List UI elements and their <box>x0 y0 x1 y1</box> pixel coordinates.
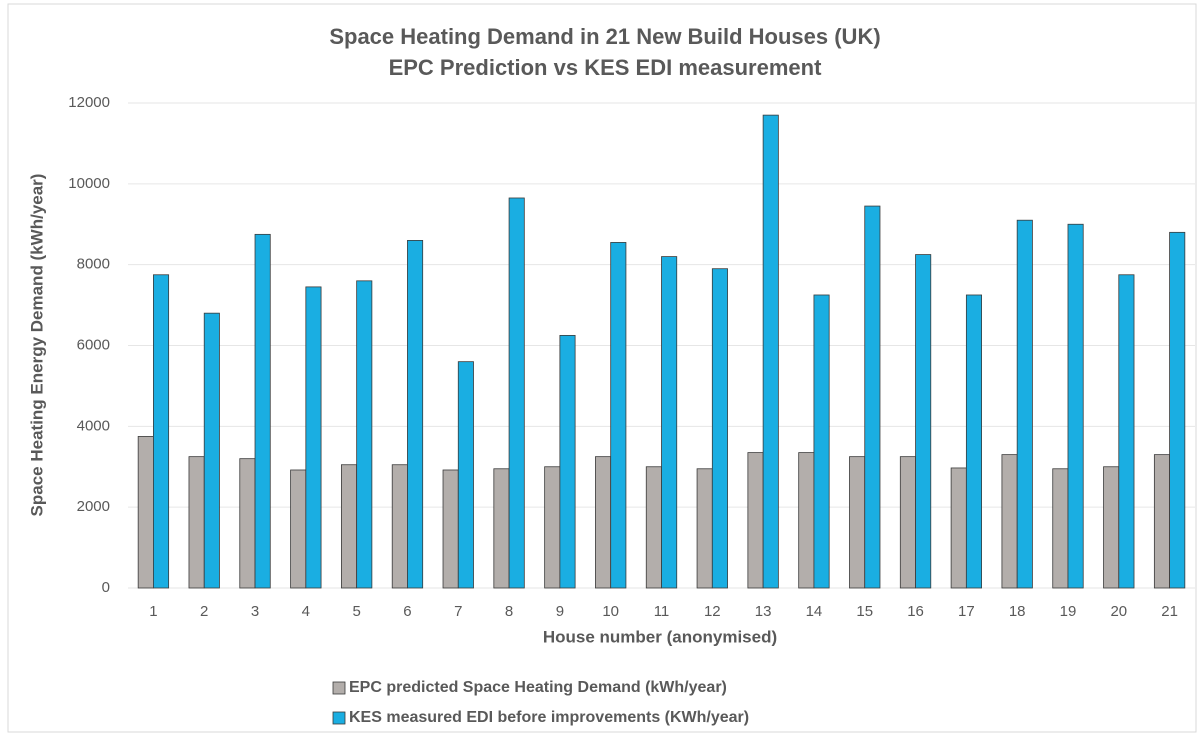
bar <box>442 469 459 589</box>
y-tick-label: 12000 <box>68 94 110 111</box>
bar <box>254 233 271 589</box>
y-tick-label: 0 <box>102 579 110 596</box>
bar <box>153 274 170 589</box>
y-axis-title: Space Heating Energy Demand (kWh/year) <box>27 174 46 517</box>
chart-subtitle: EPC Prediction vs KES EDI measurement <box>389 55 822 80</box>
bar <box>661 256 678 589</box>
x-tick-label: 12 <box>704 603 721 620</box>
bar <box>137 436 154 589</box>
bar <box>950 467 967 589</box>
bar <box>1118 274 1135 589</box>
legend-swatch <box>332 711 346 725</box>
legend-swatch <box>332 681 346 695</box>
bar <box>762 114 779 589</box>
x-tick-label: 17 <box>958 603 975 620</box>
x-tick-label: 13 <box>755 603 772 620</box>
x-tick-label: 2 <box>200 603 208 620</box>
bar <box>391 464 408 589</box>
bar <box>559 334 576 589</box>
x-tick-label: 15 <box>856 603 873 620</box>
bar <box>1016 219 1033 589</box>
bar <box>1103 466 1120 589</box>
x-tick-label: 11 <box>654 603 670 620</box>
x-tick-label: 16 <box>907 603 924 620</box>
x-tick-label: 1 <box>149 603 157 620</box>
bar <box>305 286 322 589</box>
legend-label: EPC predicted Space Heating Demand (kWh/… <box>349 679 727 696</box>
x-tick-label: 8 <box>505 603 513 620</box>
chart-title: Space Heating Demand in 21 New Build Hou… <box>329 24 880 49</box>
bar <box>696 468 713 589</box>
bar <box>610 242 627 589</box>
bar <box>899 456 916 589</box>
bar <box>1052 468 1069 589</box>
bar <box>340 464 358 589</box>
bar <box>188 456 205 589</box>
y-tick-label: 6000 <box>77 336 110 353</box>
y-tick-label: 2000 <box>77 498 110 515</box>
bar <box>407 240 424 589</box>
bar <box>1001 454 1018 589</box>
x-tick-label: 3 <box>251 603 259 620</box>
bar <box>798 452 815 589</box>
bar <box>544 466 561 589</box>
y-tick-label: 8000 <box>77 256 110 273</box>
x-tick-label: 18 <box>1009 603 1026 620</box>
bar <box>356 280 373 589</box>
x-tick-label: 6 <box>403 603 411 620</box>
bar <box>645 466 662 589</box>
x-axis-title: House number (anonymised) <box>543 627 777 646</box>
x-tick-label: 14 <box>806 603 823 620</box>
bar <box>864 205 881 589</box>
bar <box>239 458 256 589</box>
bar <box>915 254 932 589</box>
y-tick-label: 10000 <box>68 175 110 192</box>
bar <box>595 456 612 589</box>
bar <box>1169 231 1186 589</box>
x-tick-label: 9 <box>556 603 564 620</box>
legend-label: KES measured EDI before improvements (KW… <box>349 709 749 726</box>
x-tick-label: 10 <box>602 603 619 620</box>
bar <box>508 197 525 589</box>
bar <box>965 294 982 589</box>
bar <box>849 456 866 589</box>
bar <box>493 468 510 589</box>
bar <box>711 268 728 589</box>
x-tick-label: 19 <box>1060 603 1077 620</box>
bar <box>457 361 474 589</box>
x-tick-label: 20 <box>1110 603 1127 620</box>
bar <box>203 312 220 589</box>
x-tick-label: 4 <box>302 603 310 620</box>
bar <box>747 452 764 589</box>
bar <box>813 294 830 589</box>
bar <box>1067 223 1084 589</box>
x-tick-label: 7 <box>454 603 462 620</box>
bar <box>290 469 307 589</box>
x-tick-label: 21 <box>1161 603 1178 620</box>
y-tick-label: 4000 <box>77 417 110 434</box>
x-tick-label: 5 <box>352 603 360 620</box>
bar <box>1153 454 1170 589</box>
